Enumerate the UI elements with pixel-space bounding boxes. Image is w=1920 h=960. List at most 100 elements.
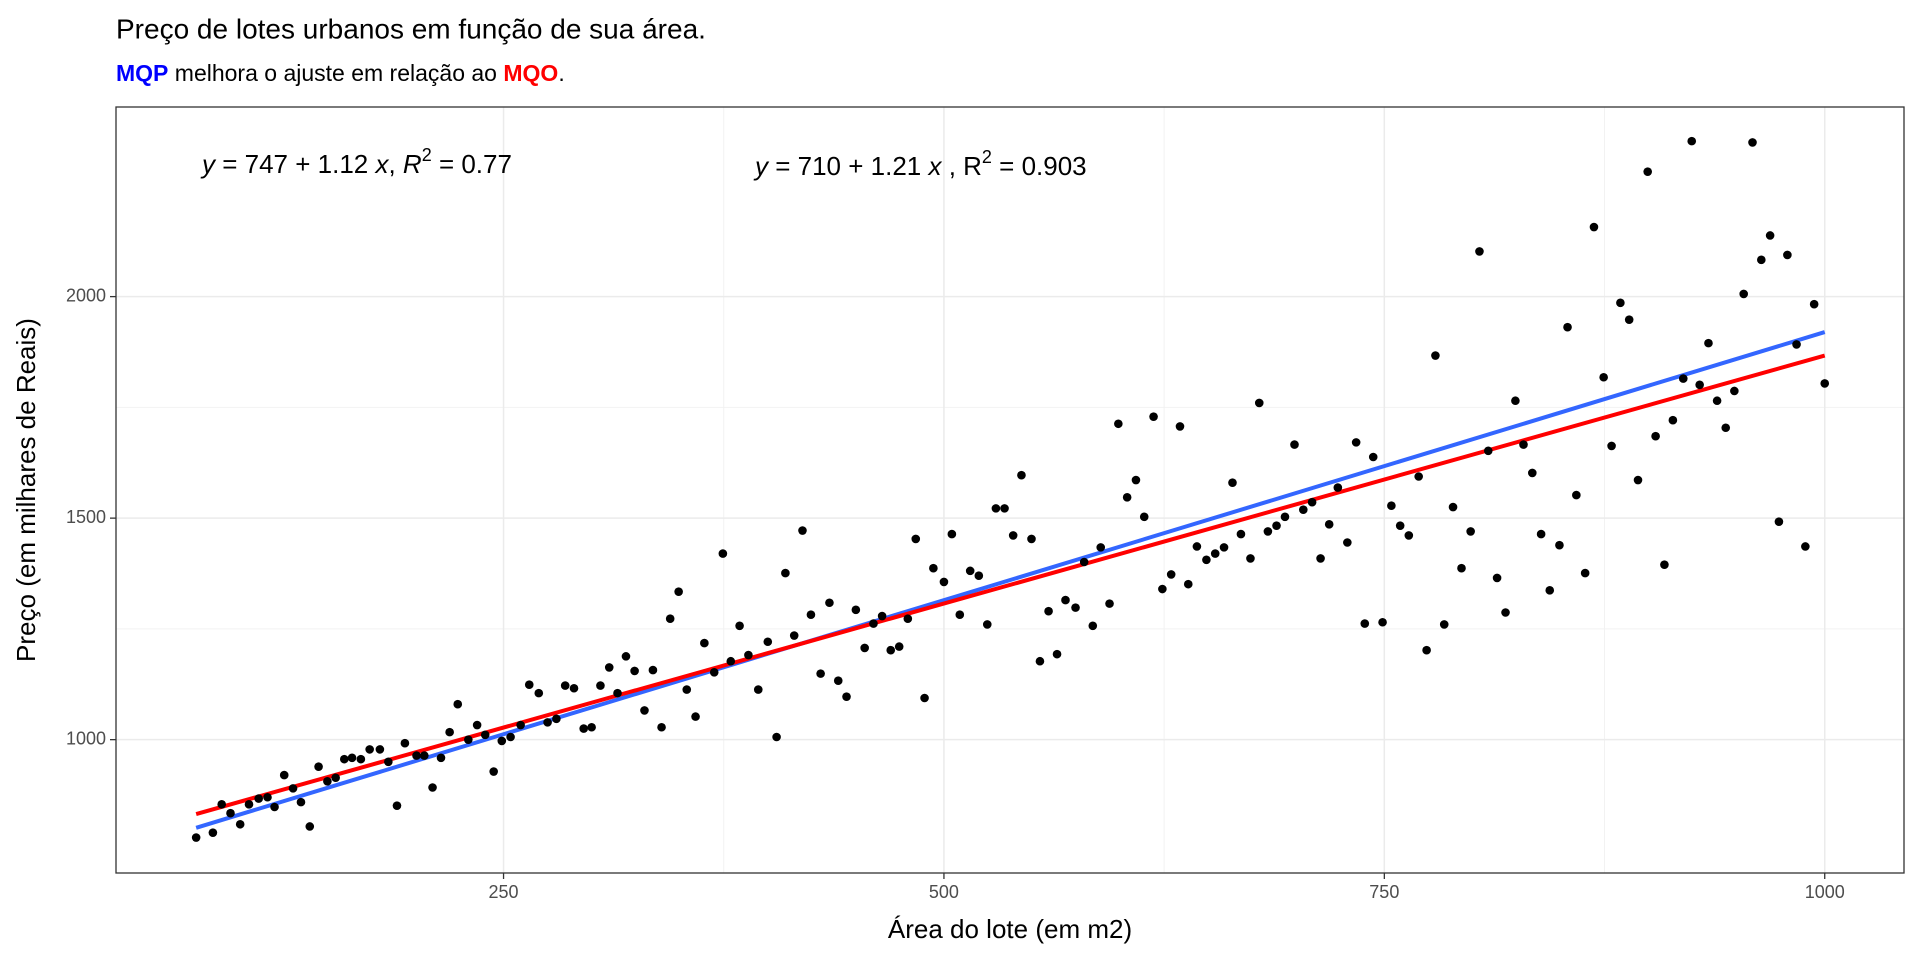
- point: [851, 605, 861, 615]
- point: [464, 735, 473, 744]
- point: [894, 642, 904, 651]
- point: [1431, 351, 1440, 360]
- point: [543, 718, 552, 727]
- annotation-part: = 747 + 1.12: [215, 149, 375, 179]
- point: [1616, 298, 1625, 308]
- point: [781, 568, 790, 578]
- point: [640, 706, 649, 715]
- point: [1572, 490, 1581, 500]
- point: [1343, 538, 1352, 547]
- point: [1783, 250, 1792, 260]
- annotation-part: , R: [941, 151, 981, 181]
- point: [1599, 372, 1608, 382]
- point: [347, 753, 357, 763]
- point: [833, 676, 843, 686]
- point: [1228, 478, 1237, 487]
- point: [1079, 557, 1089, 567]
- point: [1192, 542, 1202, 551]
- point: [560, 681, 570, 690]
- point: [1668, 415, 1678, 425]
- point: [1448, 502, 1458, 512]
- point: [929, 563, 938, 573]
- point: [587, 722, 596, 732]
- point: [691, 712, 700, 721]
- point: [657, 722, 666, 732]
- annotation-part: y: [200, 149, 217, 179]
- point: [472, 720, 482, 730]
- point: [208, 828, 218, 837]
- point: [1000, 504, 1009, 513]
- point: [674, 587, 683, 596]
- point: [400, 738, 410, 748]
- point: [445, 727, 454, 737]
- point: [1792, 340, 1801, 349]
- point: [947, 529, 957, 539]
- plot-border: [115, 106, 1905, 874]
- point: [1475, 247, 1484, 256]
- point: [1492, 573, 1502, 583]
- point: [1774, 517, 1784, 526]
- point: [842, 692, 851, 701]
- point: [1748, 138, 1757, 147]
- point: [569, 683, 579, 693]
- point: [1809, 299, 1819, 309]
- point: [191, 833, 201, 842]
- point: [1290, 440, 1299, 449]
- point: [1149, 412, 1158, 421]
- point: [982, 620, 992, 629]
- point: [436, 753, 446, 763]
- point: [1695, 380, 1704, 390]
- point: [296, 797, 306, 807]
- point: [1131, 475, 1141, 485]
- point: [524, 680, 534, 690]
- point: [596, 681, 605, 690]
- point: [1071, 603, 1080, 612]
- point: [1624, 315, 1634, 324]
- point: [1387, 501, 1396, 511]
- point: [630, 666, 639, 676]
- point: [789, 631, 799, 640]
- grid: [116, 107, 1904, 873]
- point: [1528, 468, 1537, 478]
- point: [709, 668, 719, 677]
- point: [604, 663, 614, 672]
- chart-title: Preço de lotes urbanos em função de sua …: [116, 13, 706, 44]
- point: [1210, 549, 1220, 558]
- point: [1280, 512, 1290, 522]
- y-tick-label: 2000: [66, 285, 106, 305]
- point: [1501, 608, 1510, 617]
- point: [1511, 396, 1520, 406]
- point: [516, 720, 525, 730]
- point: [392, 801, 402, 810]
- point: [648, 665, 658, 675]
- point: [375, 745, 385, 754]
- annotation-part: = 710 + 1.21: [768, 151, 928, 181]
- point: [753, 685, 763, 694]
- point: [1687, 136, 1697, 146]
- point: [991, 504, 1001, 513]
- point: [744, 650, 753, 660]
- point: [279, 770, 289, 780]
- point: [1765, 231, 1775, 240]
- point: [419, 751, 429, 760]
- point: [816, 669, 825, 678]
- point: [244, 800, 254, 809]
- point: [1052, 649, 1062, 659]
- point: [1633, 475, 1643, 485]
- fit-line: [195, 330, 1826, 830]
- point: [1378, 617, 1387, 627]
- y-tick-label: 1500: [66, 507, 106, 527]
- points: [191, 136, 1830, 842]
- point: [1422, 645, 1431, 655]
- point: [806, 610, 816, 620]
- point: [1008, 531, 1018, 540]
- point: [1651, 431, 1660, 441]
- point: [735, 621, 744, 631]
- point: [1704, 338, 1713, 348]
- subtitle-part: .: [558, 60, 564, 86]
- point: [1219, 543, 1229, 552]
- fit-lines: [195, 330, 1826, 830]
- y-axis-label: Preço (em milhares de Reais): [11, 318, 41, 662]
- point: [1324, 520, 1334, 529]
